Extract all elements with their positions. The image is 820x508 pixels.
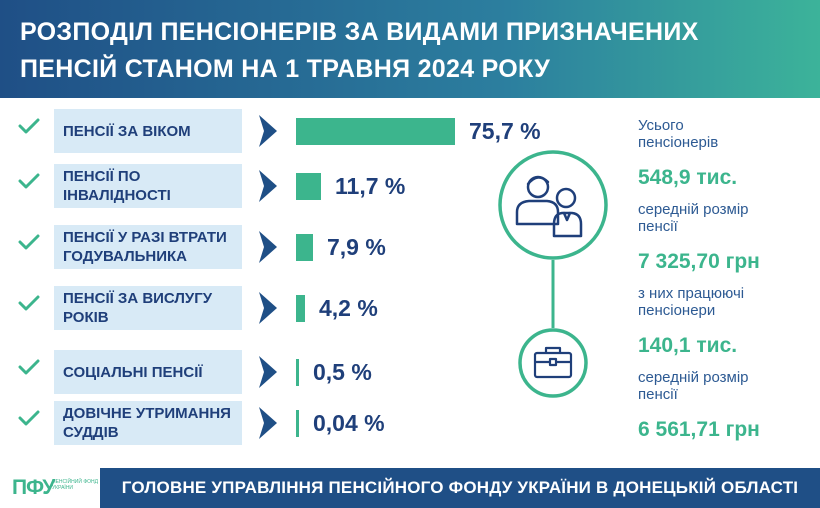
check-icon xyxy=(18,359,40,375)
stat-value: 6 561,71 грн xyxy=(638,418,760,441)
bar xyxy=(296,410,299,437)
chevron-right-icon xyxy=(259,231,277,263)
category-label: СОЦІАЛЬНІ ПЕНСІЇ xyxy=(63,363,203,381)
category-label-box: ПЕНСІЇ ЗА ВИСЛУГУ РОКІВ xyxy=(54,286,242,330)
chevron-right-icon xyxy=(259,292,277,324)
category-label-box: ДОВІЧНЕ УТРИМАННЯ СУДДІВ xyxy=(54,401,242,445)
logo-subtext: ПЕНСІЙНИЙ ФОНД УКРАЇНИ xyxy=(52,479,99,491)
category-label-box: СОЦІАЛЬНІ ПЕНСІЇ xyxy=(54,350,242,394)
category-label-box: ПЕНСІЇ ПО ІНВАЛІДНОСТІ xyxy=(54,164,242,208)
check-icon xyxy=(18,118,40,134)
chart-row: ПЕНСІЇ У РАЗІ ВТРАТИ ГОДУВАЛЬНИКА 7,9 % xyxy=(0,225,600,269)
check-icon xyxy=(18,173,40,189)
header-banner: РОЗПОДІЛ ПЕНСІОНЕРІВ ЗА ВИДАМИ ПРИЗНАЧЕН… xyxy=(0,0,820,98)
chart-row: СОЦІАЛЬНІ ПЕНСІЇ 0,5 % xyxy=(0,350,600,394)
data-label: 0,5 % xyxy=(313,359,372,385)
data-label: 7,9 % xyxy=(327,234,386,260)
briefcase-icon xyxy=(518,328,588,398)
category-label-box: ПЕНСІЇ ЗА ВІКОМ xyxy=(54,109,242,153)
chart-row: ПЕНСІЇ ЗА ВИСЛУГУ РОКІВ 4,2 % xyxy=(0,286,600,330)
bar xyxy=(296,173,321,200)
chart-row: ПЕНСІЇ ПО ІНВАЛІДНОСТІ 11,7 % xyxy=(0,164,600,208)
logo-text: ПФУ xyxy=(12,476,55,499)
pfu-logo: ПФУ ПЕНСІЙНИЙ ФОНД УКРАЇНИ xyxy=(12,472,100,504)
bar xyxy=(296,295,305,322)
data-label: 4,2 % xyxy=(319,295,378,321)
bar xyxy=(296,234,313,261)
chevron-right-icon xyxy=(259,356,277,388)
stat-value: 548,9 тис. xyxy=(638,166,738,189)
check-icon xyxy=(18,410,40,426)
chevron-right-icon xyxy=(259,407,277,439)
chevron-right-icon xyxy=(259,115,277,147)
footer-banner: ГОЛОВНЕ УПРАВЛІННЯ ПЕНСІЙНОГО ФОНДУ УКРА… xyxy=(100,468,820,508)
stat-label: з них працюючі пенсіонери xyxy=(638,285,745,319)
footer-text: ГОЛОВНЕ УПРАВЛІННЯ ПЕНСІЙНОГО ФОНДУ УКРА… xyxy=(121,478,799,497)
stat-label: Усього пенсіонерів xyxy=(638,117,719,151)
bar xyxy=(296,359,299,386)
chart-row: ПЕНСІЇ ЗА ВІКОМ 75,7 % xyxy=(0,109,600,153)
stat-label: середній розмір пенсії xyxy=(638,201,749,235)
category-label: ПЕНСІЇ ПО ІНВАЛІДНОСТІ xyxy=(63,168,171,204)
category-label: ПЕНСІЇ У РАЗІ ВТРАТИ ГОДУВАЛЬНИКА xyxy=(63,229,227,265)
check-icon xyxy=(18,234,40,250)
people-icon xyxy=(498,150,608,260)
category-label: ПЕНСІЇ ЗА ВИСЛУГУ РОКІВ xyxy=(63,290,213,326)
side-illustration xyxy=(498,150,608,398)
stat-value: 7 325,70 грн xyxy=(638,250,760,273)
category-label-box: ПЕНСІЇ У РАЗІ ВТРАТИ ГОДУВАЛЬНИКА xyxy=(54,225,242,269)
stat-label: середній розмір пенсії xyxy=(638,369,749,403)
bar xyxy=(296,118,455,145)
category-label: ДОВІЧНЕ УТРИМАННЯ СУДДІВ xyxy=(63,405,231,441)
stat-value: 140,1 тис. xyxy=(638,334,738,357)
chart-row: ДОВІЧНЕ УТРИМАННЯ СУДДІВ 0,04 % xyxy=(0,401,600,445)
data-label: 11,7 % xyxy=(335,173,406,199)
data-label: 75,7 % xyxy=(469,118,541,144)
chart-title-line-2: ПЕНСІЙ СТАНОМ НА 1 ТРАВНЯ 2024 РОКУ xyxy=(20,55,551,83)
check-icon xyxy=(18,295,40,311)
category-label: ПЕНСІЇ ЗА ВІКОМ xyxy=(63,122,191,140)
chart-title-line-1: РОЗПОДІЛ ПЕНСІОНЕРІВ ЗА ВИДАМИ ПРИЗНАЧЕН… xyxy=(20,18,699,46)
data-label: 0,04 % xyxy=(313,410,385,436)
chevron-right-icon xyxy=(259,170,277,202)
